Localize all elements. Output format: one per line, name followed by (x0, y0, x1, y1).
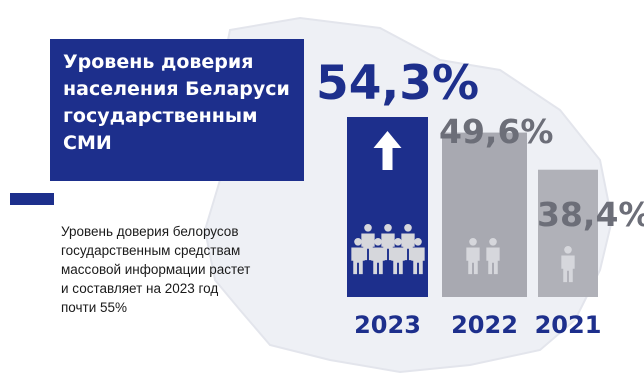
bar-2021 (538, 169, 598, 297)
person-icon (561, 246, 575, 283)
value-label-2023: 54,3% (316, 56, 479, 111)
person-icon (371, 238, 385, 275)
category-label-2022: 2022 (451, 311, 518, 339)
description-text: Уровень доверия белорусов государственны… (61, 224, 251, 315)
title-accent-bar (10, 193, 54, 205)
person-icon (381, 224, 395, 261)
value-label-2021: 38,4% (537, 195, 644, 234)
category-label-2023: 2023 (354, 311, 421, 339)
chart-title: Уровень доверия населения Беларуси госуд… (63, 51, 290, 154)
person-icon (351, 238, 365, 275)
arrow-up-icon (373, 131, 402, 170)
person-icon (466, 238, 480, 275)
person-icon (401, 224, 415, 261)
title-panel: Уровень доверия населения Беларуси госуд… (50, 39, 304, 181)
person-icon (486, 238, 500, 275)
category-label-2021: 2021 (535, 311, 602, 339)
value-label-2022: 49,6% (439, 112, 554, 151)
person-icon (391, 238, 405, 275)
bar-2022 (442, 132, 527, 297)
person-icon (361, 224, 375, 261)
person-icon (411, 238, 425, 275)
